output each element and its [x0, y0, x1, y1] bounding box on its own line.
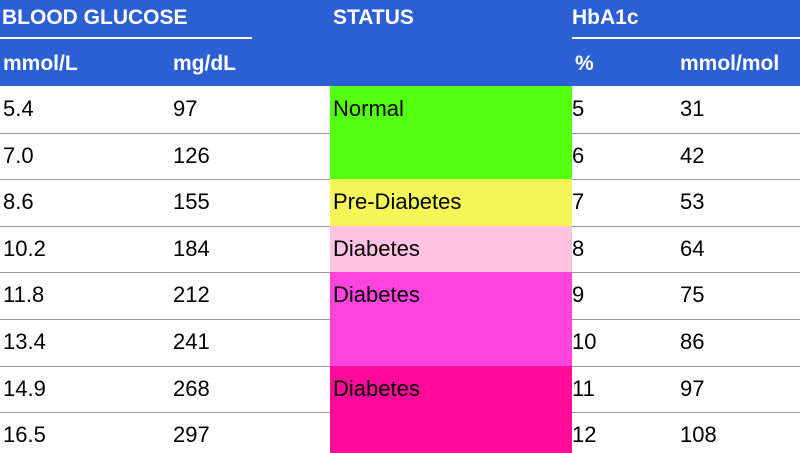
table-cell: 42	[680, 142, 705, 168]
table-cell: 108	[680, 422, 717, 448]
row-divider	[572, 179, 800, 181]
table-cell: 126	[173, 142, 210, 168]
row-divider	[572, 319, 800, 320]
table-cell: 5	[572, 96, 585, 121]
row-divider	[0, 412, 330, 414]
table-cell: 7.0	[3, 142, 34, 168]
row-divider	[0, 179, 330, 181]
status-cell	[330, 86, 572, 180]
table-cell: 64	[680, 235, 705, 261]
header-band	[0, 0, 800, 86]
row-divider	[0, 132, 330, 134]
status-label: Diabetes	[333, 282, 420, 308]
group-header: HbA1c	[572, 6, 639, 29]
row-divider	[572, 365, 800, 367]
row-divider	[572, 132, 800, 134]
table-cell: 212	[173, 282, 210, 308]
table-cell: 8.6	[3, 189, 34, 215]
row-divider	[0, 319, 330, 320]
table-cell: 268	[173, 375, 210, 401]
table-cell: 10.2	[3, 235, 46, 261]
table-cell: 155	[173, 189, 210, 215]
table-cell: 86	[680, 329, 705, 354]
table-cell: 11	[572, 375, 595, 401]
status-cell	[330, 179, 572, 226]
unit-header: mmol/mol	[680, 52, 780, 75]
table-cell: 13.4	[3, 329, 46, 354]
table-cell: 6	[572, 142, 585, 168]
table-cell: 97	[680, 375, 705, 401]
table-cell: 7	[572, 189, 585, 215]
group-underline	[572, 37, 800, 39]
row-divider	[572, 272, 800, 274]
table-cell: 10	[572, 329, 597, 354]
table-cell: 97	[173, 96, 198, 121]
table-cell: 12	[572, 422, 597, 448]
row-divider	[572, 225, 800, 227]
status-cell	[330, 225, 572, 273]
table-cell: 241	[173, 329, 210, 354]
table-cell: 16.5	[3, 422, 46, 448]
status-label: Normal	[333, 96, 404, 121]
table-cell: 297	[173, 422, 210, 448]
table-cell: 11.8	[3, 282, 45, 308]
unit-header: %	[575, 52, 594, 75]
table-cell: 8	[572, 235, 585, 261]
group-underline	[0, 37, 252, 39]
unit-header: mg/dL	[173, 52, 236, 75]
table-cell: 184	[173, 235, 210, 261]
status-label: Diabetes	[333, 375, 420, 401]
group-header: BLOOD GLUCOSE	[2, 6, 188, 29]
table-cell: 31	[680, 96, 705, 121]
table-cell: 9	[572, 282, 585, 308]
row-divider	[572, 412, 800, 414]
group-header: STATUS	[333, 6, 414, 29]
unit-header: mmol/L	[3, 52, 78, 75]
table-cell: 5.4	[3, 96, 34, 121]
row-divider	[0, 225, 330, 227]
status-cell	[330, 365, 572, 453]
table-cell: 14.9	[3, 375, 46, 401]
table-cell: 75	[680, 282, 705, 308]
row-divider	[0, 272, 330, 274]
status-label: Diabetes	[333, 235, 420, 261]
status-label: Pre-Diabetes	[333, 189, 462, 215]
status-cell	[330, 272, 572, 366]
table-cell: 53	[680, 189, 705, 215]
row-divider	[0, 365, 330, 367]
